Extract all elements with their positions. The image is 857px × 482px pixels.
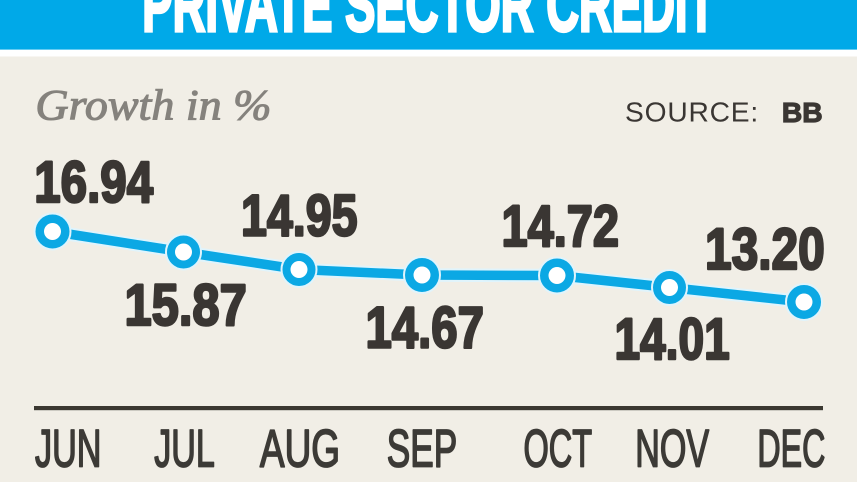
svg-text:BB: BB: [782, 96, 823, 128]
svg-text:Growth in %: Growth in %: [35, 82, 271, 130]
svg-text:JUL: JUL: [154, 419, 215, 478]
svg-text:14.95: 14.95: [241, 184, 358, 249]
svg-text:15.87: 15.87: [124, 273, 246, 338]
svg-text:PRIVATE SECTOR CREDIT: PRIVATE SECTOR CREDIT: [142, 0, 715, 48]
svg-text:13.20: 13.20: [705, 217, 825, 282]
svg-text:AUG: AUG: [260, 419, 340, 478]
svg-text:JUN: JUN: [35, 419, 102, 478]
svg-text:NOV: NOV: [635, 419, 709, 478]
svg-text:14.01: 14.01: [614, 307, 729, 372]
svg-text:SEP: SEP: [387, 419, 457, 478]
svg-text:SOURCE:: SOURCE:: [625, 96, 759, 128]
svg-text:14.67: 14.67: [365, 296, 484, 361]
svg-text:16.94: 16.94: [34, 150, 153, 215]
svg-text:OCT: OCT: [524, 419, 593, 478]
svg-text:14.72: 14.72: [501, 194, 619, 259]
svg-text:DEC: DEC: [757, 419, 825, 478]
